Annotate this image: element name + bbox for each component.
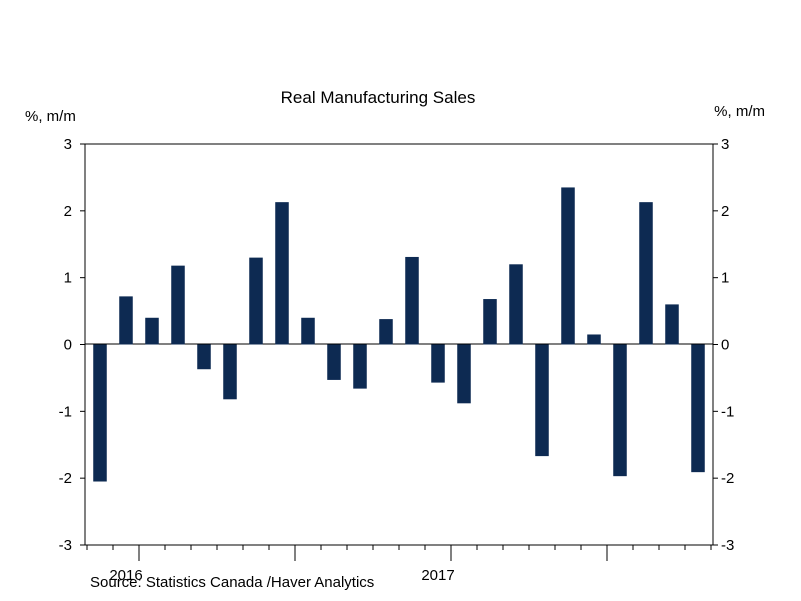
- bar-2016-09: [327, 344, 341, 380]
- bar-2017-03: [483, 299, 497, 345]
- year-label-2016: 2016: [109, 567, 142, 584]
- bar-2016-12: [405, 256, 419, 345]
- bar-2016-05: [223, 344, 237, 400]
- bar-2016-08: [301, 317, 315, 345]
- bar-2016-02: [145, 317, 159, 345]
- bar-2016-01: [119, 296, 133, 345]
- y-tick-label-right: 0: [721, 337, 729, 354]
- bar-2016-07: [275, 202, 289, 345]
- y-tick-label-left: -3: [59, 537, 72, 554]
- y-tick-label-right: 3: [721, 136, 729, 153]
- y-axis-label-right: %, m/m: [714, 103, 765, 120]
- bars-group: [93, 187, 705, 482]
- y-tick-label-left: -2: [59, 470, 72, 487]
- y-tick-label-left: 3: [64, 136, 72, 153]
- bar-2017-06: [561, 187, 575, 345]
- bar-2017-10: [665, 304, 679, 345]
- bar-2015-12: [93, 344, 107, 482]
- bar-2016-04: [197, 344, 211, 370]
- bar-2017-11: [691, 344, 705, 473]
- chart-title: Real Manufacturing Sales: [281, 88, 476, 107]
- y-tick-label-left: -1: [59, 403, 72, 420]
- bar-2016-03: [171, 265, 185, 345]
- year-labels-group: 2016 2017: [109, 567, 454, 584]
- y-tick-label-right: 1: [721, 270, 729, 287]
- bar-2017-08: [613, 344, 627, 477]
- y-tick-label-right: 2: [721, 203, 729, 220]
- year-label-2017: 2017: [421, 567, 454, 584]
- bar-2017-09: [639, 202, 653, 345]
- bar-2017-07: [587, 334, 601, 345]
- bar-2017-04: [509, 264, 523, 345]
- y-ticks-group: 3 3 2 2 1 1 0 0 -1 -1 -2 -2 -3 -3: [59, 136, 735, 554]
- bar-2016-06: [249, 257, 263, 345]
- y-axis-label-left: %, m/m: [25, 108, 76, 125]
- y-tick-label-right: -1: [721, 403, 734, 420]
- bar-2017-02: [457, 344, 471, 404]
- bar-2017-01: [431, 344, 445, 383]
- y-tick-label-left: 2: [64, 203, 72, 220]
- y-tick-label-right: -2: [721, 470, 734, 487]
- source-note: Source: Statistics Canada /Haver Analyti…: [90, 574, 374, 591]
- y-tick-label-left: 0: [64, 337, 72, 354]
- y-tick-label-right: -3: [721, 537, 734, 554]
- x-ticks-group: [86, 545, 712, 561]
- y-tick-label-left: 1: [64, 270, 72, 287]
- bar-2017-05: [535, 344, 549, 457]
- bar-2016-10: [353, 344, 367, 389]
- bar-2016-11: [379, 319, 393, 345]
